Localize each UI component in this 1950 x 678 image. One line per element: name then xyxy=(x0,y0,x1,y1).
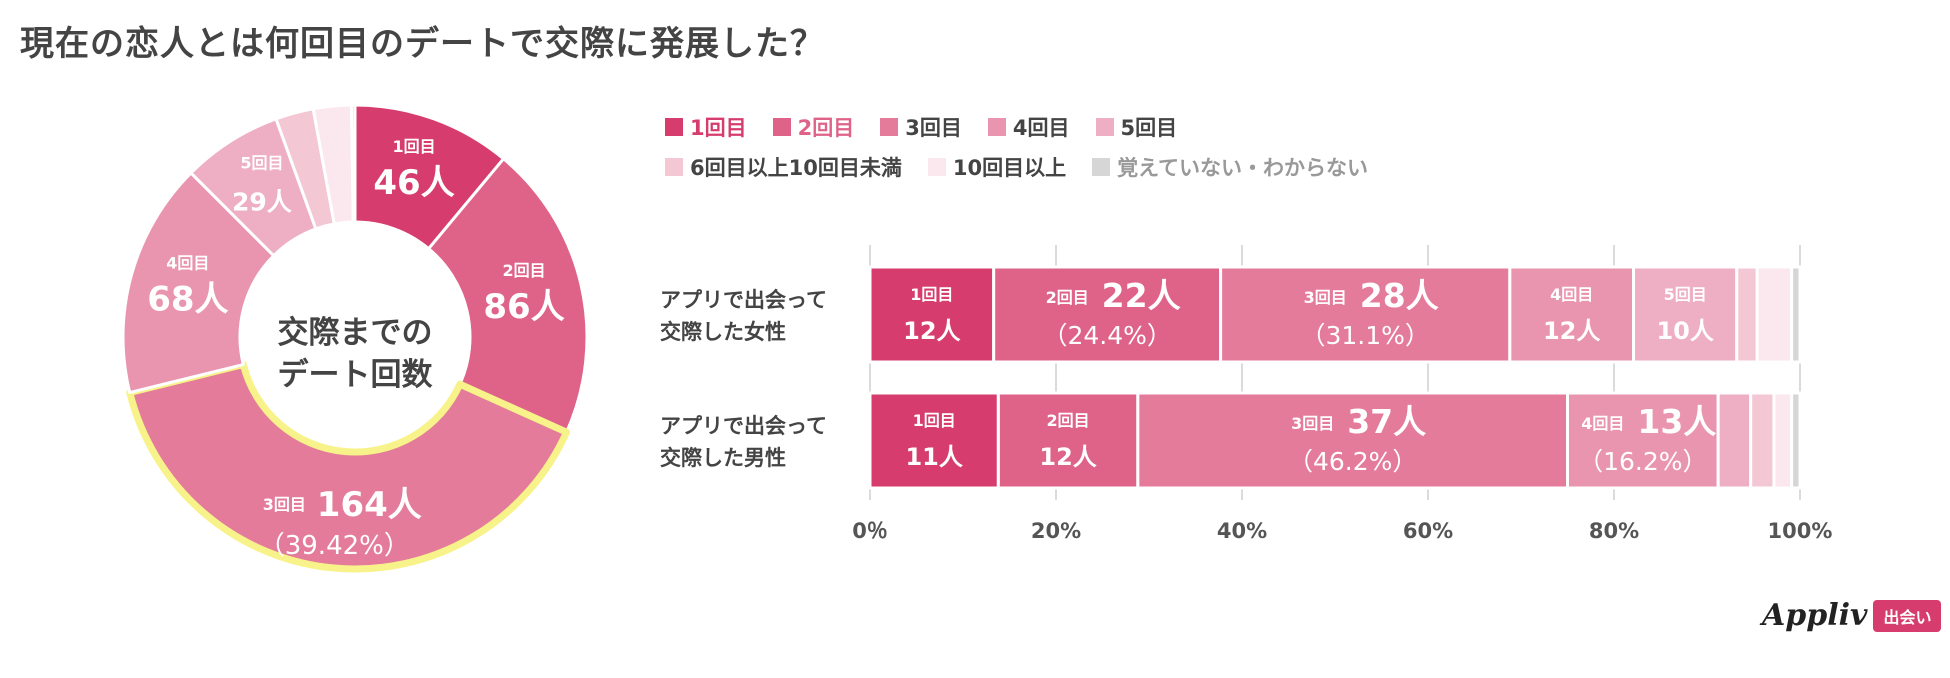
x-tick-label: 0％ xyxy=(852,519,888,543)
donut-slice-value: 86人 xyxy=(483,287,564,327)
bar-segment xyxy=(868,265,996,364)
donut-slice xyxy=(126,361,571,573)
bar-segment-label: 2回目 xyxy=(1047,411,1090,430)
bar-segment-percent: （46.2%） xyxy=(1288,447,1417,476)
bar-segment xyxy=(1755,265,1794,364)
donut-slice xyxy=(121,171,276,395)
brand-logo: Appliv 出会い xyxy=(1762,598,1942,633)
bar-segment-value: 10人 xyxy=(1656,317,1713,345)
donut-chart: 1回目 46人 2回目 86人 3回目 164人 （39.42%） 4回目 68人 5回目 29人交… xyxy=(121,103,589,573)
legend-swatch xyxy=(665,118,683,136)
donut-slice-value: 164人 xyxy=(317,485,422,525)
legend-item: 3回目 xyxy=(880,112,962,142)
brand-badge: 出会い xyxy=(1873,599,1942,632)
legend-swatch xyxy=(1092,158,1111,176)
legend-label: 6回目以上10回目未満 xyxy=(690,156,902,180)
bar-segment xyxy=(1566,391,1720,490)
bar-segment xyxy=(1790,265,1802,364)
legend-item: 5回目 xyxy=(1095,112,1178,142)
legend-swatch xyxy=(772,118,791,136)
bar-segment-percent: （31.1%） xyxy=(1301,321,1430,350)
brand-name: Appliv xyxy=(1762,598,1868,633)
legend-swatch xyxy=(987,118,1006,136)
x-tick-label: 40% xyxy=(1217,519,1267,543)
donut-slice-label: 1回目 xyxy=(392,137,435,156)
legend-swatch xyxy=(880,118,899,136)
legend-label: 3回目 xyxy=(905,116,962,140)
legend-label: 5回目 xyxy=(1120,116,1178,140)
bar-segment-value: 11人 xyxy=(905,443,962,471)
bar-segment xyxy=(1632,265,1739,364)
bar-segment xyxy=(1735,265,1759,364)
legend-item: 10回目以上 xyxy=(927,152,1067,182)
donut-center-label: デート回数 xyxy=(278,357,433,393)
donut-slice-value: 68人 xyxy=(147,279,228,319)
legend-item: 4回目 xyxy=(987,112,1070,142)
legend: 1回目 2回目 3回目 4回目 5回目 6回目以上10回目未満 10回目以上 覚えていない・わ… xyxy=(665,112,1815,192)
row-label: 交際した女性 xyxy=(660,320,786,344)
donut-slice-value: 29人 xyxy=(232,188,292,217)
legend-swatch xyxy=(927,158,946,176)
legend-label: 4回目 xyxy=(1012,116,1070,140)
legend-item: 2回目 xyxy=(772,112,855,142)
donut-slice xyxy=(427,157,589,434)
bar-segment-value: 12人 xyxy=(903,317,960,345)
legend-row: 1回目 2回目 3回目 4回目 5回目 xyxy=(665,112,1815,142)
bar-segment-value: 13人 xyxy=(1637,402,1716,441)
x-tick-label: 20% xyxy=(1031,519,1081,543)
x-tick-label: 100% xyxy=(1768,519,1833,543)
donut-slice-label: 3回目 xyxy=(263,495,306,514)
bar-segment-label: 3回目 xyxy=(1304,288,1347,307)
bar-segment xyxy=(1749,391,1776,490)
donut-slice-label: 5回目 xyxy=(240,154,283,173)
chart-title: 現在の恋人とは何回目のデートで交際に発展した？ xyxy=(20,24,825,64)
bar-segment-value: 22人 xyxy=(1102,276,1181,315)
legend-swatch xyxy=(665,158,683,176)
bar-segment-label: 4回目 xyxy=(1550,285,1593,304)
bar-segment xyxy=(996,391,1140,490)
bar-segment-value: 28人 xyxy=(1360,276,1439,315)
bar-segment xyxy=(1772,391,1794,490)
bar-segment-label: 1回目 xyxy=(913,411,956,430)
donut-center-label: 交際までの xyxy=(278,315,433,351)
donut-slice-label: 2回目 xyxy=(502,261,545,280)
bar-segment-percent: （24.4%） xyxy=(1042,321,1171,350)
legend-item: 6回目以上10回目未満 xyxy=(665,152,902,182)
bar-segment-label: 1回目 xyxy=(910,285,953,304)
bar-segment xyxy=(1716,391,1753,490)
legend-label: 1回目 xyxy=(690,116,747,140)
donut-slice-percent: （39.42%） xyxy=(259,531,410,561)
legend-row: 6回目以上10回目未満 10回目以上 覚えていない・わからない xyxy=(665,152,1815,182)
legend-label: 2回目 xyxy=(797,116,855,140)
bar-segment xyxy=(1219,265,1512,364)
bar-segment-value: 12人 xyxy=(1543,317,1600,345)
bar-segment-label: 3回目 xyxy=(1291,414,1334,433)
bar-segment xyxy=(1136,391,1569,490)
row-label: アプリで出会って xyxy=(660,288,827,312)
bar-segment-percent: （16.2%） xyxy=(1578,447,1707,476)
bar-segment-value: 12人 xyxy=(1039,443,1096,471)
donut-slice-label: 4回目 xyxy=(166,253,209,272)
bar-segment xyxy=(1790,391,1802,490)
bar-segment-value: 37人 xyxy=(1347,402,1426,441)
row-label: 交際した男性 xyxy=(660,446,786,470)
row-label: アプリで出会って xyxy=(660,414,827,438)
legend-item: 覚えていない・わからない xyxy=(1092,152,1368,182)
bar-segment-label: 4回目 xyxy=(1581,414,1624,433)
legend-swatch xyxy=(1095,118,1114,136)
x-tick-label: 80% xyxy=(1589,519,1639,543)
donut-slice-value: 46人 xyxy=(373,163,454,203)
legend-item: 1回目 xyxy=(665,112,747,142)
bar-segment xyxy=(992,265,1223,364)
bar-segment-label: 5回目 xyxy=(1664,285,1707,304)
legend-label: 覚えていない・わからない xyxy=(1117,156,1369,180)
bar-segment xyxy=(868,391,1000,490)
bar-segment xyxy=(1508,265,1636,364)
x-tick-label: 60% xyxy=(1403,519,1453,543)
legend-label: 10回目以上 xyxy=(952,156,1067,180)
bar-segment-label: 2回目 xyxy=(1046,288,1089,307)
donut-slice xyxy=(349,103,357,224)
